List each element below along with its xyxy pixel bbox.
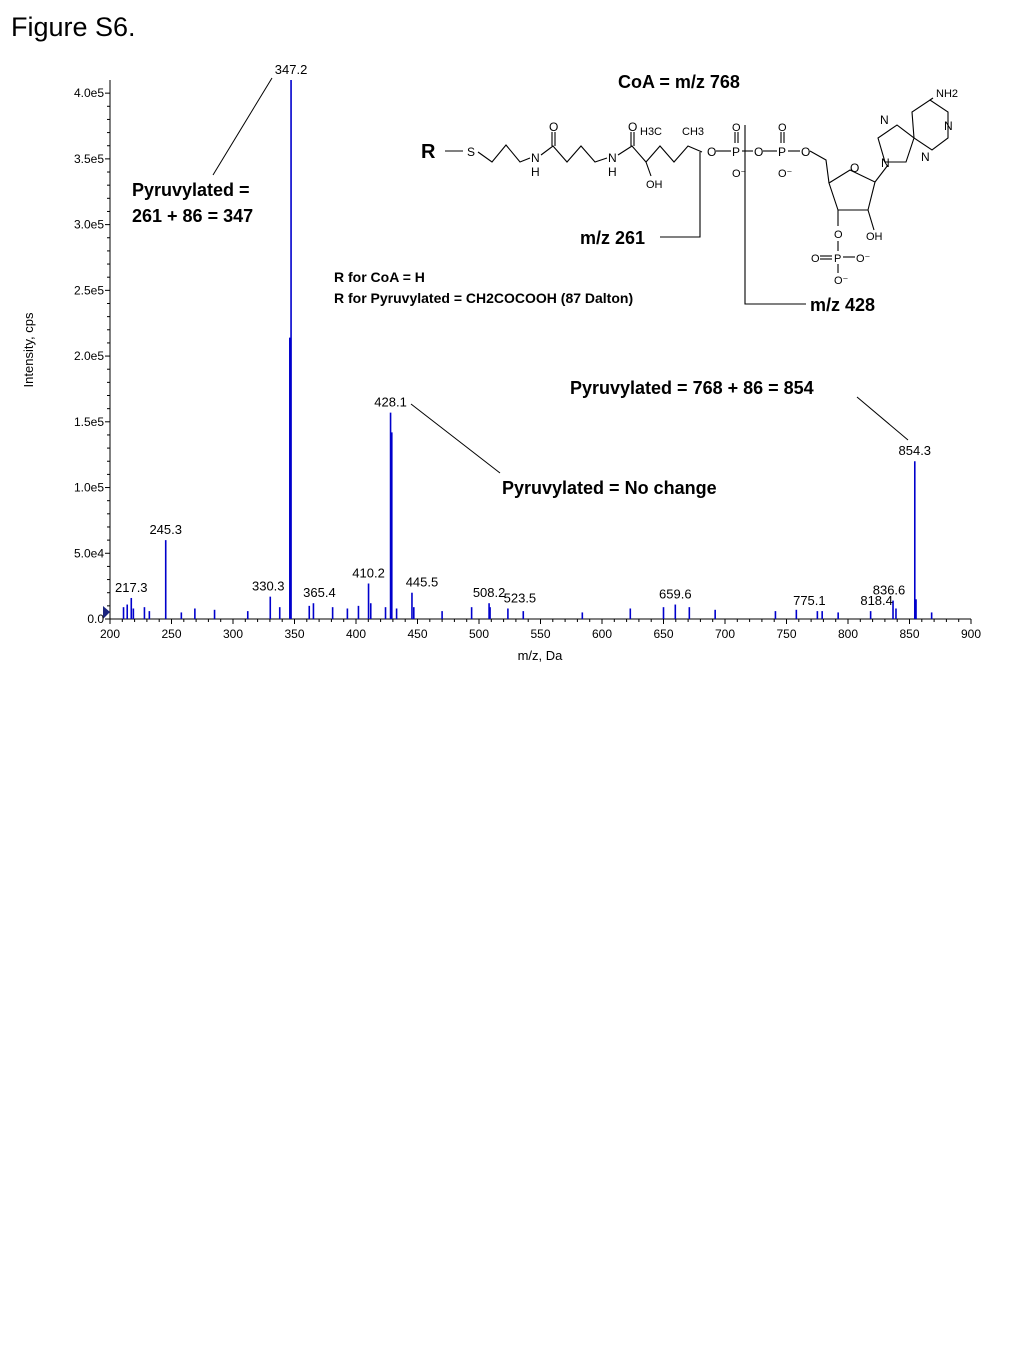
x-tick-label: 550 bbox=[530, 627, 550, 641]
annotation-854: Pyruvylated = 768 + 86 = 854 bbox=[570, 378, 814, 398]
r-group-label: R bbox=[421, 141, 436, 163]
y-tick-label: 2.5e5 bbox=[74, 283, 104, 297]
coa-structure: CoA = m/z 768 R S N H O N H O OH H3C CH3… bbox=[421, 72, 958, 315]
x-tick-label: 200 bbox=[100, 627, 120, 641]
annotation-428-leader bbox=[410, 403, 501, 474]
svg-text:O: O bbox=[628, 120, 637, 134]
svg-text:OH: OH bbox=[866, 231, 883, 243]
svg-text:OH: OH bbox=[646, 179, 663, 191]
peak-label: 245.3 bbox=[149, 522, 182, 537]
y-tick-label: 3.0e5 bbox=[74, 218, 104, 232]
y-axis-label: Intensity, cps bbox=[21, 312, 36, 387]
y-tick-label: 5.0e4 bbox=[74, 546, 104, 560]
peak-label: 428.1 bbox=[374, 395, 407, 410]
structure-title: CoA = m/z 768 bbox=[618, 72, 740, 92]
svg-text:O: O bbox=[732, 122, 741, 134]
x-tick-label: 500 bbox=[469, 627, 489, 641]
y-ticks: 0.0 5.0e4 1.0e5 1.5e5 2.0e5 2.5e5 3.0e5 3.5e5 4.… bbox=[74, 86, 110, 626]
y-tick-label: 3.5e5 bbox=[74, 152, 104, 166]
annotation-428: Pyruvylated = No change bbox=[502, 478, 717, 498]
y-tick-label: 4.0e5 bbox=[74, 86, 104, 100]
svg-text:P: P bbox=[778, 145, 786, 159]
x-axis-label: m/z, Da bbox=[518, 648, 564, 663]
x-tick-label: 300 bbox=[223, 627, 243, 641]
x-ticks: 200 250 300 350 400 450 500 550 600 650 700 750 800 8… bbox=[100, 619, 981, 641]
peak-label: 523.5 bbox=[504, 590, 537, 605]
x-tick-label: 850 bbox=[899, 627, 919, 641]
fragment-428-label: m/z 428 bbox=[810, 295, 875, 315]
annotation-347-leader bbox=[212, 77, 273, 176]
svg-text:O: O bbox=[801, 145, 810, 159]
svg-text:H: H bbox=[608, 165, 617, 179]
x-tick-label: 350 bbox=[284, 627, 304, 641]
x-tick-label: 650 bbox=[653, 627, 673, 641]
svg-text:S: S bbox=[467, 145, 475, 159]
svg-text:CH3: CH3 bbox=[682, 126, 704, 138]
spectrum-peaks bbox=[122, 80, 933, 619]
x-tick-label: 250 bbox=[161, 627, 181, 641]
svg-text:N: N bbox=[608, 151, 617, 165]
peak-label: 659.6 bbox=[659, 587, 692, 602]
x-tick-label: 750 bbox=[776, 627, 796, 641]
y-tick-label: 0.0 bbox=[87, 612, 104, 626]
svg-text:O⁻: O⁻ bbox=[856, 253, 871, 265]
peak-label: 836.6 bbox=[873, 583, 906, 598]
svg-text:O⁻: O⁻ bbox=[778, 168, 793, 180]
svg-text:O: O bbox=[707, 145, 716, 159]
peak-label: 217.3 bbox=[115, 580, 148, 595]
y-tick-label: 2.0e5 bbox=[74, 349, 104, 363]
figure-label: Figure S6. bbox=[11, 12, 136, 42]
x-tick-label: 900 bbox=[961, 627, 981, 641]
svg-text:N: N bbox=[880, 113, 889, 127]
peak-label: 508.2 bbox=[473, 585, 506, 600]
annotation-347-line2: 261 + 86 = 347 bbox=[132, 206, 253, 226]
axis-corner-marker bbox=[103, 606, 110, 619]
peak-label: 854.3 bbox=[899, 443, 932, 458]
y-tick-label: 1.5e5 bbox=[74, 415, 104, 429]
y-tick-label: 1.0e5 bbox=[74, 481, 104, 495]
x-tick-label: 400 bbox=[346, 627, 366, 641]
svg-text:H: H bbox=[531, 165, 540, 179]
svg-text:N: N bbox=[881, 156, 890, 170]
peak-label: 365.4 bbox=[303, 585, 336, 600]
svg-text:O: O bbox=[834, 229, 843, 241]
x-tick-label: 800 bbox=[838, 627, 858, 641]
svg-text:O⁻: O⁻ bbox=[834, 275, 849, 287]
annotation-854-leader bbox=[856, 396, 909, 441]
svg-text:O: O bbox=[850, 161, 859, 175]
peak-label: 775.1 bbox=[793, 593, 826, 608]
svg-text:O: O bbox=[754, 145, 763, 159]
peak-label: 818.4 bbox=[860, 593, 893, 608]
svg-text:O⁻: O⁻ bbox=[732, 168, 747, 180]
x-tick-label: 450 bbox=[407, 627, 427, 641]
annotation-347-line1: Pyruvylated = bbox=[132, 180, 250, 200]
svg-text:NH2: NH2 bbox=[936, 88, 958, 100]
svg-text:O: O bbox=[549, 120, 558, 134]
fragment-261-label: m/z 261 bbox=[580, 228, 645, 248]
r-pyruvylated-text: R for Pyruvylated = CH2COCOOH (87 Dalton… bbox=[334, 290, 633, 306]
svg-text:N: N bbox=[921, 150, 930, 164]
svg-text:N: N bbox=[531, 151, 540, 165]
svg-text:N: N bbox=[944, 119, 953, 133]
svg-text:H3C: H3C bbox=[640, 126, 662, 138]
svg-text:O: O bbox=[778, 122, 787, 134]
peak-labels: 347.2 428.1 854.3 245.3 410.2 445.5 330.3 217.3… bbox=[115, 62, 931, 608]
peak-label: 410.2 bbox=[352, 566, 385, 581]
peak-label: 330.3 bbox=[252, 579, 285, 594]
svg-text:O: O bbox=[811, 253, 820, 265]
peak-label: 347.2 bbox=[275, 62, 308, 77]
svg-text:P: P bbox=[732, 145, 740, 159]
r-coa-text: R for CoA = H bbox=[334, 269, 425, 285]
peak-label: 445.5 bbox=[406, 575, 439, 590]
svg-text:P: P bbox=[834, 253, 841, 265]
x-tick-label: 600 bbox=[592, 627, 612, 641]
x-tick-label: 700 bbox=[715, 627, 735, 641]
spectrum-chart: 0.0 5.0e4 1.0e5 1.5e5 2.0e5 2.5e5 3.0e5 3.5e5 4.… bbox=[21, 62, 981, 663]
